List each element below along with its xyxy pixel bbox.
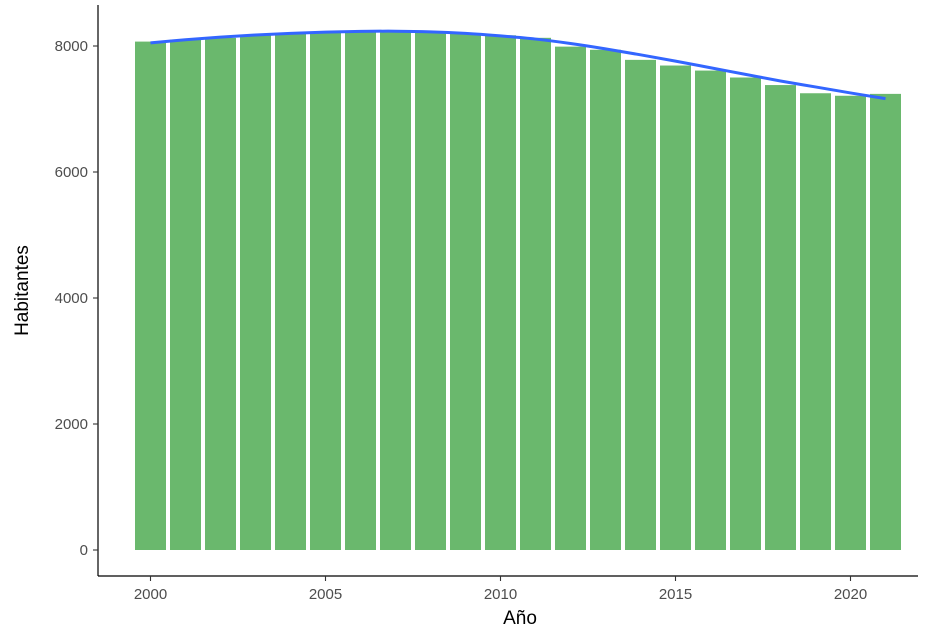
bar-2011 [520,37,551,551]
bar-2009 [450,33,481,550]
bar-2006 [345,32,376,550]
x-tick-label: 2015 [659,586,692,603]
bar-2004 [275,33,306,550]
y-ticks: 0 2000 4000 6000 8000 [55,38,98,559]
bar-2005 [310,32,341,550]
x-tick-label: 2010 [484,586,517,603]
bars-layer [135,31,901,551]
x-ticks: 2000 2005 2010 2015 2020 [134,576,867,603]
bar-2012 [555,46,586,550]
bar-2020 [835,95,866,551]
x-axis-title: Año [503,608,537,629]
bar-2007 [380,31,411,550]
bar-2019 [800,93,831,550]
y-tick-label: 2000 [55,416,88,433]
bar-2003 [240,35,271,551]
bar-2013 [590,49,621,550]
bar-2010 [485,35,516,551]
x-tick-label: 2000 [134,586,167,603]
x-tick-label: 2020 [834,586,867,603]
trend-line [150,29,886,101]
y-axis-title: Habitantes [12,245,33,336]
bar-2008 [415,32,446,550]
y-tick-label: 4000 [55,290,88,307]
bar-2002 [205,37,236,551]
bar-2015 [660,65,691,550]
bar-2016 [695,70,726,550]
bar-2017 [730,77,761,550]
y-tick-label: 0 [80,542,88,559]
y-tick-label: 8000 [55,38,88,55]
bar-2014 [625,59,656,551]
y-tick-label: 6000 [55,164,88,181]
bar-2021 [870,93,901,550]
x-tick-label: 2005 [309,586,342,603]
bar-2000 [135,41,166,551]
bar-2001 [170,39,201,550]
bar-2018 [765,85,796,550]
